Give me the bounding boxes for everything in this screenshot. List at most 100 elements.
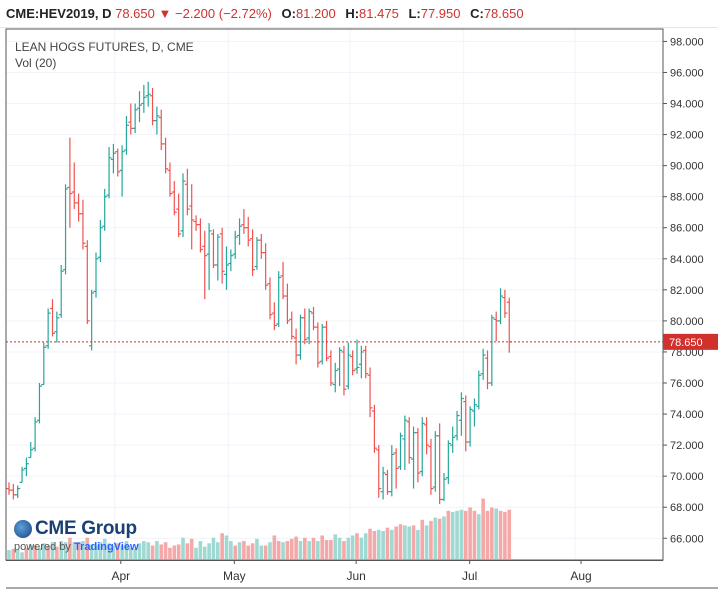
ohlc-bar — [363, 345, 369, 379]
ohlc-bar — [315, 322, 321, 368]
ohlc-bar — [319, 324, 325, 365]
volume-bar — [172, 545, 177, 559]
volume-bar — [211, 537, 216, 559]
volume-bar — [416, 529, 420, 559]
ohlc-bar — [128, 103, 134, 135]
volume-bar — [459, 509, 464, 559]
volume-bar — [281, 542, 285, 559]
volume-bar — [381, 531, 385, 559]
ohlc-bar — [237, 218, 243, 245]
volume-bar — [337, 537, 342, 559]
ohlc-bar — [176, 193, 182, 238]
y-tick-label: 94.000 — [670, 99, 704, 111]
volume-bar — [355, 533, 359, 559]
volume-bar — [198, 541, 203, 559]
ohlc-bar — [441, 473, 447, 501]
volume-bar — [89, 544, 94, 559]
y-tick-label: 78.000 — [670, 347, 704, 359]
volume-bar — [311, 537, 316, 559]
volume-bar — [85, 537, 90, 559]
volume-bar — [285, 541, 290, 559]
volume-indicator-label[interactable]: Vol (20) — [15, 56, 57, 70]
volume-bar — [494, 508, 498, 559]
volume-bar — [28, 544, 33, 559]
volume-bar — [20, 552, 24, 559]
ohlc-bar — [167, 162, 173, 197]
cme-name: CME Group — [35, 518, 137, 539]
ohlc-bar — [393, 448, 399, 489]
ohlc-bar — [206, 223, 212, 290]
volume-bar — [246, 545, 251, 559]
time-axis[interactable]: Apr May Jun Jul Aug — [111, 560, 592, 583]
volume-bar — [498, 510, 503, 559]
symbol-header: CME:HEV2019, D 78.650 ▼ −2.200 (−2.72%) … — [0, 0, 718, 28]
ohlc-bar — [450, 426, 456, 453]
volume-bar — [229, 541, 233, 559]
y-tick-label: 92.000 — [670, 130, 704, 142]
volume-bar — [142, 541, 146, 559]
ohlc-bar — [115, 148, 121, 177]
volume-bar — [46, 545, 50, 559]
ohlc-bar — [184, 168, 190, 216]
ohlc-bar — [180, 173, 186, 238]
volume-bar — [107, 543, 111, 559]
x-tick-label: Jun — [346, 569, 365, 583]
ohlc-bar — [406, 417, 412, 464]
volume-bar — [446, 510, 451, 559]
volume-bar — [202, 546, 207, 559]
cme-group-logo: CME Group powered by TradingView — [14, 518, 139, 553]
volume-bar — [68, 537, 72, 559]
ohlc-bar — [110, 143, 116, 174]
ohlc-bar — [302, 308, 308, 345]
chart-frame — [5, 28, 718, 589]
volume-bar — [137, 543, 142, 559]
volume-bar — [398, 524, 403, 559]
ohlc-bar — [163, 137, 169, 174]
ohlc-bar — [193, 215, 199, 231]
high-value: 81.475 — [359, 6, 399, 21]
volume-bar — [429, 520, 433, 559]
ohlc-bar — [445, 440, 451, 484]
ohlc-bar — [50, 299, 55, 337]
ohlc-bar — [71, 162, 77, 210]
ohlc-bar — [89, 289, 95, 351]
volume-bar — [129, 547, 133, 559]
volume-bar — [503, 511, 507, 559]
ohlc-bar — [141, 84, 147, 113]
change-value: −2.200 (−2.72%) — [175, 6, 272, 21]
volume-bar — [376, 529, 381, 559]
grid — [6, 29, 663, 560]
ohlc-bar — [224, 246, 229, 290]
volume-bar — [333, 534, 338, 559]
volume-bar — [433, 517, 438, 559]
ohlc-bar — [498, 288, 504, 324]
ohlc-bar — [402, 415, 408, 470]
volume-bar — [81, 541, 85, 559]
ohlc-bar — [341, 345, 347, 396]
volume-bar — [507, 509, 512, 559]
ohlc-bar — [306, 308, 312, 345]
open-value: 81.200 — [295, 6, 336, 21]
volume-bar — [350, 535, 355, 559]
y-tick-label: 72.000 — [670, 440, 704, 452]
volume-bar — [37, 547, 42, 559]
price-axis[interactable]: 98.000 96.000 94.000 92.000 90.000 88.000 86.0… — [663, 36, 704, 545]
ohlc-bar — [376, 445, 382, 498]
volume-bar — [237, 542, 242, 559]
ohlc-bar — [210, 229, 216, 269]
volume-bar — [185, 543, 190, 559]
volume-bar — [150, 545, 155, 559]
volume-bar — [485, 510, 490, 559]
ohlc-bar — [145, 81, 151, 107]
ohlc-bar — [489, 314, 495, 387]
volume-bar — [181, 537, 185, 559]
ohlc-bar — [276, 271, 282, 328]
volume-bars — [7, 498, 512, 559]
ohlc-bar — [63, 184, 69, 275]
volume-bar — [424, 525, 429, 559]
ohlc-bar — [80, 199, 86, 250]
y-tick-label: 82.000 — [670, 285, 704, 297]
ohlc-bar — [171, 181, 177, 216]
volume-bar — [76, 542, 81, 559]
